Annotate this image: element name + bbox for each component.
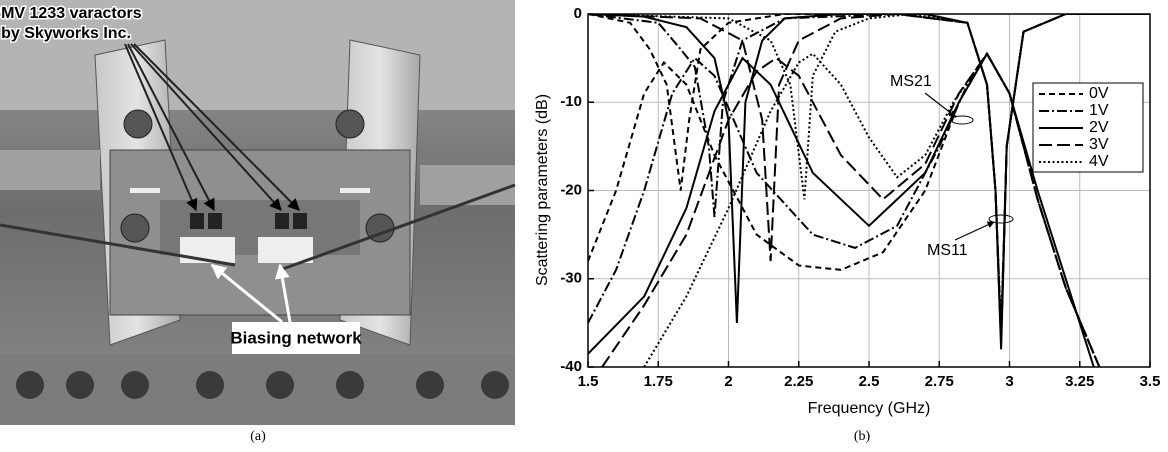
annotation-ellipse <box>950 115 974 125</box>
x-tick-label: 2 <box>724 373 732 390</box>
x-tick-label: 2.5 <box>859 373 880 390</box>
photo-label: SMV 1233 varactors <box>0 5 142 22</box>
y-tick-label: -10 <box>560 93 582 110</box>
x-tick-label: 3.5 <box>1140 373 1161 390</box>
annotation-ellipse <box>988 214 1014 224</box>
photo-label: by Skyworks Inc. <box>1 25 131 42</box>
x-tick-label: 3.25 <box>1065 373 1094 390</box>
s21-curve <box>643 51 1101 367</box>
x-tick-label: 1.5 <box>578 373 599 390</box>
legend-label: 2V <box>1089 119 1109 136</box>
annotation-arrow <box>954 221 995 241</box>
annotation: MS21 <box>890 73 932 90</box>
y-tick-label: -40 <box>560 358 582 375</box>
annotation: MS11 <box>927 242 968 259</box>
photo: SMV 1233 varactors by Skyworks Inc. Bias… <box>0 0 516 425</box>
caption: (b) <box>854 429 871 444</box>
annotation-arrow <box>924 92 957 118</box>
caption: (a) <box>250 429 266 444</box>
y-tick-label: 0 <box>574 5 582 22</box>
x-tick-label: 3 <box>1005 373 1013 390</box>
plot: -40 -30 -20 -10 0 1.5 1.75 2 2.25 2.5 2.75 3 3.25 3.5… <box>560 5 1160 390</box>
s21-curve <box>601 51 1101 367</box>
legend-label: 3V <box>1089 136 1109 153</box>
legend-label: 1V <box>1089 102 1109 119</box>
y-axis-label: Scattering parameters (dB) <box>534 94 551 286</box>
s21-curve <box>588 51 1101 367</box>
plot-frame <box>587 13 1151 368</box>
x-tick-label: 2.25 <box>784 373 813 390</box>
s11-curve <box>588 14 1150 332</box>
legend-label: 0V <box>1089 85 1109 102</box>
x-axis-label: Frequency (GHz) <box>808 400 931 417</box>
s21-curve <box>588 51 1101 367</box>
photo-label: Biasing network <box>230 328 362 347</box>
legend-label: 4V <box>1089 153 1109 170</box>
s21-curve <box>588 51 1095 367</box>
x-tick-label: 1.75 <box>644 373 673 390</box>
y-tick-label: -20 <box>560 181 582 198</box>
x-tick-label: 2.75 <box>925 373 954 390</box>
y-tick-label: -30 <box>560 270 582 287</box>
